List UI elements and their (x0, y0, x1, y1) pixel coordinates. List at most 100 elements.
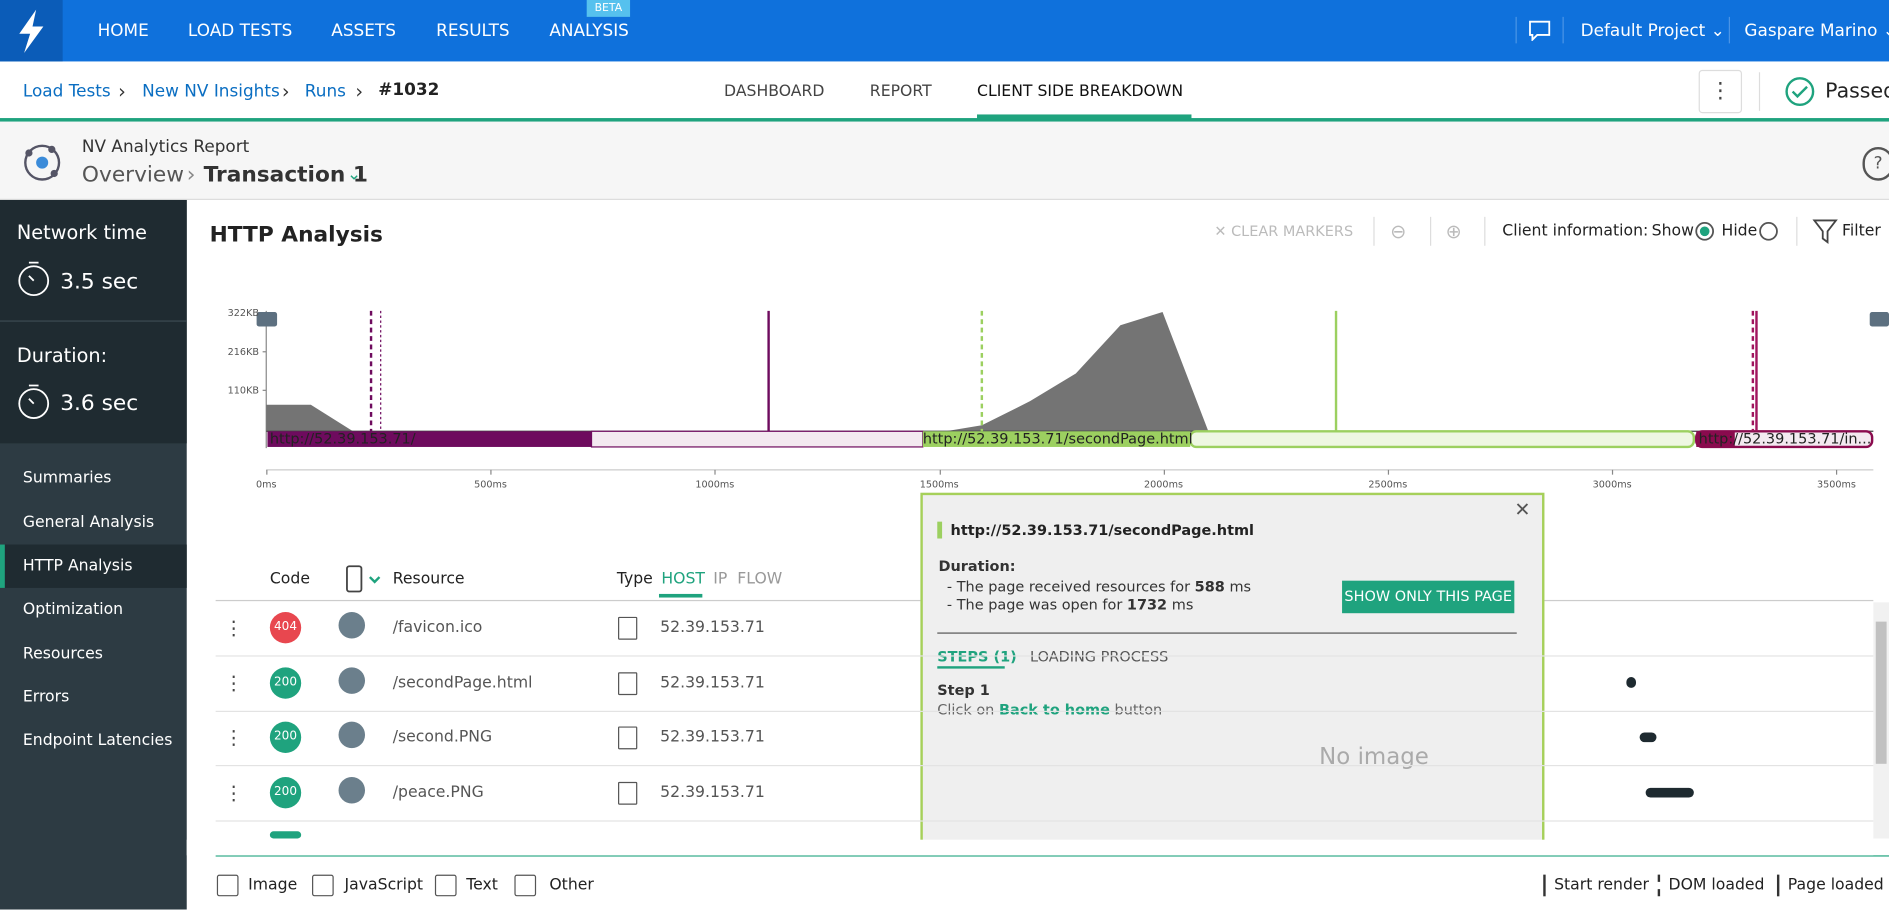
row-menu[interactable]: ⋮ (224, 725, 244, 749)
chat-icon[interactable] (1528, 19, 1552, 41)
user: Gaspare Marino (1744, 21, 1878, 41)
breadcrumb[interactable]: Load Tests (22, 81, 111, 102)
legend-icon (514, 874, 537, 897)
more-button[interactable]: ⋮ (1698, 69, 1743, 114)
tab-active[interactable]: CLIENT SIDE BREAKDOWN (977, 82, 1184, 101)
close[interactable]: ✕ (1514, 498, 1531, 522)
menu-item[interactable]: Optimization (22, 600, 124, 619)
nav-item[interactable]: HOME (97, 21, 149, 41)
duration-line: - The page was open for 1732 ms (947, 596, 1193, 613)
scrollbar[interactable] (1873, 602, 1889, 839)
x-tick-label: 1000ms (695, 478, 735, 490)
row-clip (186, 839, 1874, 856)
popup-tab[interactable]: LOADING PROCESS (1030, 648, 1168, 665)
marker-label: Start render (1554, 876, 1649, 895)
x-tick (1612, 469, 1614, 475)
clear-markers[interactable]: ✕ CLEAR MARKERS (1214, 222, 1354, 240)
marker-dashed (1657, 874, 1661, 897)
type-icon (618, 781, 638, 805)
separator (1430, 216, 1432, 246)
tab[interactable]: DASHBOARD (724, 82, 825, 101)
project-menu[interactable]: Default Project ⌄ (1580, 21, 1725, 41)
legend-label[interactable]: Image (248, 876, 298, 895)
separator (1562, 16, 1564, 44)
legend-label[interactable]: Other (549, 876, 594, 895)
client-info: Client information: (1502, 222, 1649, 241)
row-menu[interactable]: ⋮ (224, 616, 244, 640)
x-tick-label: 1500ms (919, 478, 959, 490)
row-line (215, 764, 1874, 767)
menu-item[interactable]: HTTP Analysis (22, 557, 133, 576)
nav-item[interactable]: LOAD TESTS (187, 21, 293, 41)
resource[interactable]: /peace.PNG (392, 783, 484, 802)
unit: ms (1229, 578, 1252, 596)
nav-item[interactable]: RESULTS (436, 21, 510, 41)
x-tick (1387, 469, 1390, 475)
duration: Duration: (938, 557, 1016, 575)
x-tick (266, 469, 268, 475)
stopwatch-icons (18, 261, 50, 419)
col-header[interactable]: Resource (392, 570, 465, 589)
row-line (215, 820, 1874, 822)
resource[interactable]: /second.PNG (392, 728, 493, 747)
menu-item[interactable]: Summaries (22, 469, 112, 488)
project: Default Project (1580, 21, 1706, 41)
row-menu[interactable]: ⋮ (224, 671, 244, 695)
status-code: 200 (269, 721, 302, 753)
user-menu[interactable]: Gaspare Marino ⌄ (1744, 22, 1889, 41)
menu-item[interactable]: General Analysis (22, 513, 155, 532)
y-tick-label: 110KB (227, 384, 260, 396)
col-header[interactable]: Type (616, 570, 653, 589)
nav-item[interactable]: ASSETS (331, 21, 396, 41)
legend-icon (312, 874, 334, 897)
menu-item[interactable]: Errors (22, 688, 70, 707)
underline (658, 593, 703, 598)
page-label[interactable]: http://52.39.153.71/in... (1698, 430, 1872, 447)
text: Click on (937, 701, 995, 719)
col-header-active[interactable]: HOST (661, 570, 706, 589)
resource[interactable]: /secondPage.html (392, 674, 533, 693)
step: Step 1 (937, 681, 990, 699)
col-header[interactable]: FLOW (737, 570, 783, 589)
legend-line (215, 855, 1889, 857)
nav-item[interactable]: ANALYSIS (549, 21, 629, 41)
separator (937, 632, 1517, 634)
legend-label[interactable]: Text (466, 876, 498, 895)
breadcrumb[interactable]: New NV Insights (142, 81, 280, 102)
help[interactable]: ? (1862, 146, 1889, 181)
zoom-out[interactable]: ⊖ (1390, 219, 1407, 243)
menu-item[interactable]: Resources (22, 645, 103, 664)
transaction[interactable]: Transaction 1 (203, 162, 368, 188)
show-label: Show (1651, 222, 1694, 241)
overview[interactable]: Overview (81, 162, 185, 188)
chevron-down[interactable]: ⌄ (346, 165, 362, 185)
legend-label[interactable]: JavaScript (344, 876, 424, 895)
bulb-icon (338, 777, 366, 804)
page-label[interactable]: http://52.39.153.71/ (269, 430, 416, 447)
zoom-in[interactable]: ⊕ (1445, 219, 1462, 243)
metric-value: 3.5 sec (60, 269, 139, 295)
col-header[interactable]: Code (269, 570, 310, 589)
logo[interactable] (0, 0, 63, 62)
resource[interactable]: /favicon.ico (392, 618, 483, 637)
popup-tab-active[interactable]: STEPS (1) (937, 648, 1016, 665)
filter[interactable]: Filter (1842, 222, 1881, 241)
radio-hide[interactable] (1758, 220, 1780, 242)
breadcrumb[interactable]: Runs (304, 81, 346, 102)
radio-show[interactable] (1694, 220, 1716, 242)
menu-item[interactable]: Endpoint Latencies (22, 731, 173, 750)
col-header[interactable]: IP (713, 570, 728, 589)
show-only-button[interactable]: SHOW ONLY THIS PAGE (1342, 580, 1515, 614)
text: - The page received resources for (946, 578, 1191, 596)
legend-icon (434, 874, 457, 897)
page-color (937, 521, 943, 539)
filter-icon[interactable] (1812, 218, 1839, 245)
separator (1728, 16, 1730, 44)
legend-icon (216, 874, 239, 897)
tab[interactable]: REPORT (869, 82, 932, 101)
device-icon[interactable] (345, 565, 386, 594)
page-label[interactable]: http://52.39.153.71/secondPage.html (922, 430, 1193, 447)
report-icon (24, 144, 61, 181)
row-menu[interactable]: ⋮ (224, 781, 244, 805)
